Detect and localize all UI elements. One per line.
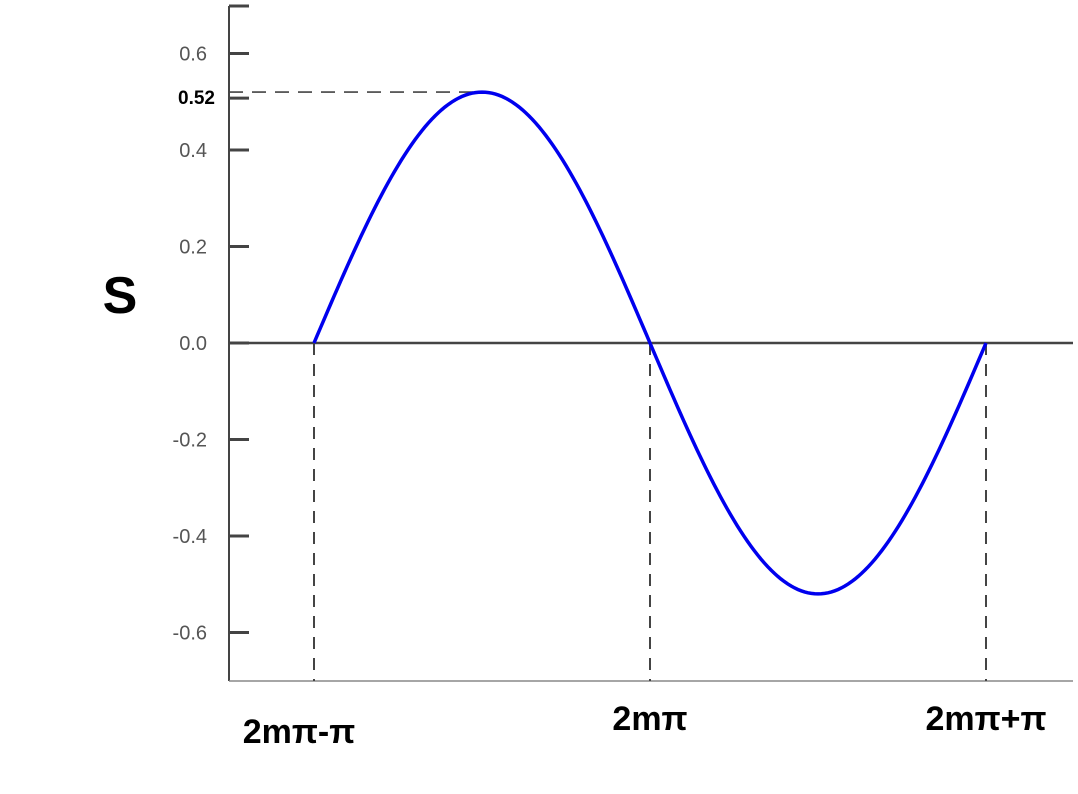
x-labels: 2mπ-π 2mπ 2mπ+π <box>243 700 1047 751</box>
dashed-guides <box>229 91 987 681</box>
curve-group <box>312 90 988 596</box>
y-axis-title: S <box>103 267 138 325</box>
y-tick-label: -0.6 <box>173 623 207 645</box>
y-tick-label: -0.2 <box>173 430 207 452</box>
peak-tick-label: 0.52 <box>178 88 215 109</box>
sine-curve <box>312 90 988 596</box>
y-tick-label: 0.2 <box>179 237 207 259</box>
y-tick-label: 0.6 <box>179 44 207 66</box>
y-tick-label: 0.0 <box>179 333 207 355</box>
x-label: 2mπ <box>612 700 687 738</box>
y-tick-label: -0.4 <box>173 526 207 548</box>
x-label: 2mπ+π <box>925 700 1046 738</box>
y-tick-label: 0.4 <box>179 140 207 162</box>
x-label: 2mπ-π <box>243 713 356 751</box>
